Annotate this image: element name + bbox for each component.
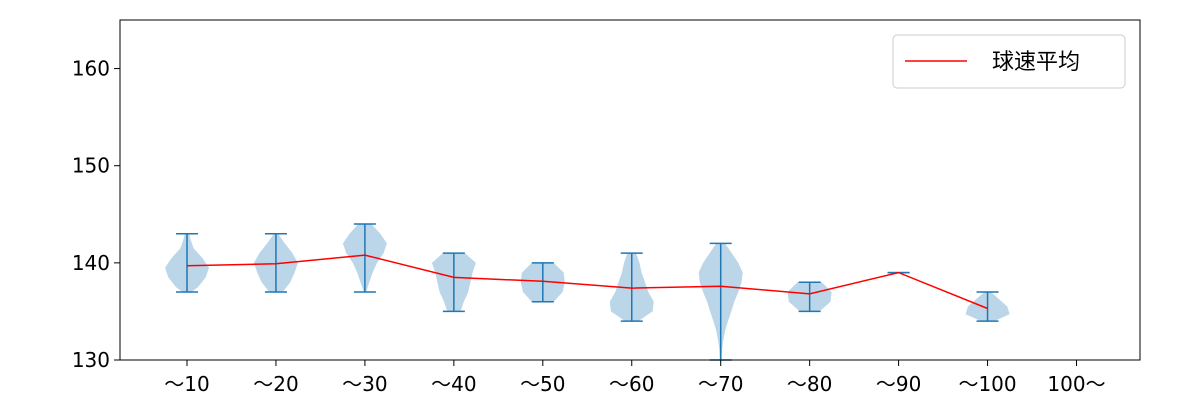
x-tick-label-4: 〜40 xyxy=(431,372,476,396)
whisker-group xyxy=(176,223,999,361)
x-tick-label-10: 〜100 xyxy=(958,372,1016,396)
x-tick-label-9: 〜90 xyxy=(876,372,921,396)
x-tick-label-7: 〜70 xyxy=(698,372,743,396)
x-tick-label-11: 100〜 xyxy=(1047,372,1105,396)
y-tick-label-140: 140 xyxy=(72,251,110,275)
mean-speed-line xyxy=(186,254,988,310)
x-tick-label-5: 〜50 xyxy=(520,372,565,396)
x-tick-label-1: 〜10 xyxy=(164,372,209,396)
x-axis-ticks: 〜10 〜20 〜30 〜40 〜50 〜60 〜70 〜80 〜90 〜100 100〜 xyxy=(164,360,1106,396)
y-axis-ticks: 130 140 150 160 xyxy=(72,57,120,372)
plot-frame xyxy=(119,19,1141,361)
y-tick-label-150: 150 xyxy=(72,154,110,178)
y-tick-label-160: 160 xyxy=(72,57,110,81)
x-tick-label-3: 〜30 xyxy=(342,372,387,396)
legend: 球速平均 xyxy=(892,34,1126,89)
legend-box xyxy=(892,34,1126,89)
mean-line-group xyxy=(186,254,988,310)
x-tick-label-6: 〜60 xyxy=(609,372,654,396)
legend-label: 球速平均 xyxy=(992,50,1080,75)
x-tick-label-2: 〜20 xyxy=(253,372,298,396)
x-tick-label-8: 〜80 xyxy=(787,372,832,396)
violin-group xyxy=(165,224,1010,360)
y-tick-label-130: 130 xyxy=(72,348,110,372)
